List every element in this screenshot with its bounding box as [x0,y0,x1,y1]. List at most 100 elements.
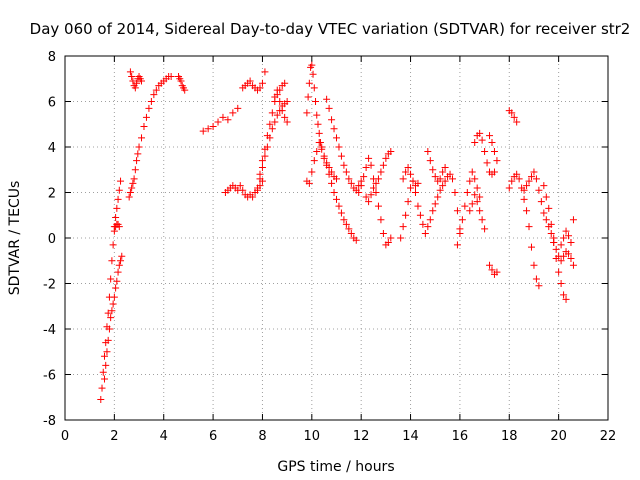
series-arc32 [550,239,577,269]
data-point [167,72,175,80]
data-point [281,79,289,87]
series-arc25 [471,129,498,178]
data-point [310,84,318,92]
data-point [513,170,521,178]
data-point [397,234,405,242]
data-point [490,168,498,176]
data-point [335,143,343,151]
data-point [468,168,476,176]
data-point [429,166,437,174]
data-point [560,291,568,299]
data-point [133,79,141,87]
data-point [569,216,577,224]
data-point [276,98,284,105]
data-point [537,198,545,206]
data-point [199,127,207,135]
data-point [258,79,266,87]
data-point [97,396,105,404]
data-point [312,98,320,105]
data-point [135,143,143,151]
grid-layer [65,56,608,420]
data-point [535,186,543,194]
data-point [436,186,444,194]
data-point [355,189,363,196]
data-point [130,175,138,183]
data-point [152,86,160,94]
x-tick-label: 14 [402,429,419,444]
data-point [125,193,133,201]
series-arc13 [271,86,291,126]
data-point [138,134,146,142]
data-point [456,229,464,237]
x-tick-label: 18 [501,429,518,444]
data-point [150,91,158,99]
series-arc21 [424,148,449,185]
data-point [147,98,155,105]
data-point [117,257,125,265]
data-point [308,168,316,176]
series-arc22 [421,170,464,237]
data-point [271,93,279,101]
data-point [449,175,457,183]
data-point [562,295,570,303]
data-point [404,198,412,206]
series-arc31 [540,182,570,303]
data-point [142,113,150,121]
data-point [305,179,313,187]
data-point [557,257,565,265]
data-point [372,179,380,187]
data-point [481,225,489,233]
data-point [108,307,116,315]
data-point [483,159,491,167]
data-point [377,216,385,224]
data-point [328,179,336,187]
data-point [374,202,382,210]
data-point [138,77,146,85]
data-point [520,195,528,203]
data-point [478,216,486,224]
data-point [229,109,237,117]
data-point [109,300,117,308]
data-point [314,120,322,128]
data-point [560,252,568,260]
data-point [505,184,513,192]
data-point [520,186,528,194]
x-tick-label: 16 [452,429,469,444]
data-point [453,241,461,249]
x-axis-label: GPS time / hours [277,459,394,475]
data-point [458,216,466,224]
data-point [451,189,459,196]
data-point [542,216,550,224]
data-point [382,154,390,162]
plot-frame [64,55,609,421]
data-point [560,234,568,242]
data-point [133,157,141,165]
data-point [476,207,484,215]
data-point [468,200,476,208]
series-arc7 [199,104,242,135]
data-point [320,152,328,160]
data-point [246,77,254,85]
data-point [424,148,432,156]
data-point [249,193,257,201]
data-point [219,113,227,121]
data-point [404,163,412,171]
series-arc4 [125,72,175,201]
data-point [181,86,189,94]
data-point [330,125,338,133]
data-point [105,325,113,333]
x-tick-label: 2 [110,429,118,444]
data-point [488,138,496,146]
data-point [523,182,531,190]
data-point [471,138,479,146]
data-point [402,168,410,176]
data-point [224,116,232,124]
data-point [107,314,115,322]
data-point [565,232,573,240]
series-arc23 [453,168,484,249]
data-point [429,207,437,215]
data-point [466,207,474,215]
data-point [129,179,137,187]
data-point [567,254,575,262]
data-point [261,68,269,76]
